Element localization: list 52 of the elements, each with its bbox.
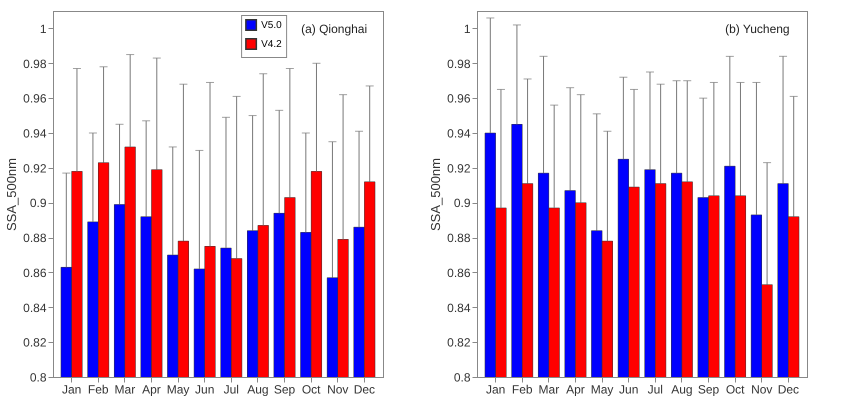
legend-label: V5.0: [261, 20, 282, 31]
x-tick-label: Jul: [224, 382, 239, 396]
x-tick-label: Oct: [726, 382, 746, 396]
y-tick-label: 0.82: [447, 336, 471, 350]
y-tick-label: 0.88: [23, 231, 47, 246]
x-tick-label: Feb: [88, 382, 109, 396]
x-tick-label: Sep: [698, 382, 720, 396]
y-axis-title: SSA_500nm: [428, 158, 444, 231]
x-tick-label: Jul: [648, 382, 663, 396]
x-tick-label: Mar: [538, 382, 560, 396]
y-tick-label: 1: [464, 22, 471, 36]
x-tick-label: Aug: [671, 382, 693, 396]
y-tick-label: 0.96: [23, 92, 47, 106]
x-tick-label: Mar: [114, 382, 136, 396]
y-tick-label: 1: [40, 22, 47, 36]
y-tick-label: 0.9: [30, 196, 47, 210]
y-axis-title: SSA_500nm: [4, 158, 20, 231]
y-tick-label: 0.98: [447, 56, 471, 71]
x-tick-label: Oct: [302, 382, 322, 396]
x-tick-label: Aug: [247, 382, 269, 396]
x-tick-label: Apr: [142, 382, 161, 396]
y-tick-label: 0.8: [30, 370, 47, 384]
text: (b) Yucheng: [725, 22, 790, 36]
x-tick-label: Jun: [195, 382, 214, 396]
x-tick-label: Jan: [486, 382, 506, 396]
y-tick-label: 0.96: [447, 92, 471, 106]
y-tick-label: 0.98: [23, 56, 47, 71]
x-tick-label: Dec: [354, 382, 376, 396]
y-tick-label: 0.86: [23, 266, 47, 280]
x-tick-label: Apr: [566, 382, 585, 396]
y-tick-label: 0.86: [447, 266, 471, 280]
x-tick-label: Jun: [619, 382, 638, 396]
legend-label: V4.2: [261, 39, 282, 50]
y-tick-label: 0.84: [447, 300, 471, 315]
y-tick-label: 0.82: [23, 336, 47, 350]
y-tick-label: 0.92: [447, 161, 471, 176]
y-tick-label: 0.94: [23, 126, 47, 140]
y-tick-label: 0.8: [454, 370, 471, 384]
y-tick-label: 0.94: [447, 126, 471, 140]
y-tick-label: 0.9: [454, 196, 471, 210]
y-tick-label: 0.88: [447, 231, 471, 246]
y-tick-label: 0.92: [23, 161, 47, 176]
x-tick-label: Nov: [751, 382, 772, 396]
x-tick-label: Sep: [274, 382, 296, 396]
text: (a) Qionghai: [301, 22, 368, 36]
x-tick-label: May: [590, 382, 614, 396]
x-tick-label: Feb: [512, 382, 533, 396]
x-tick-label: May: [166, 382, 190, 396]
x-tick-label: Nov: [327, 382, 348, 396]
x-tick-label: Dec: [778, 382, 800, 396]
x-tick-label: Jan: [62, 382, 82, 396]
y-tick-label: 0.84: [23, 300, 47, 315]
